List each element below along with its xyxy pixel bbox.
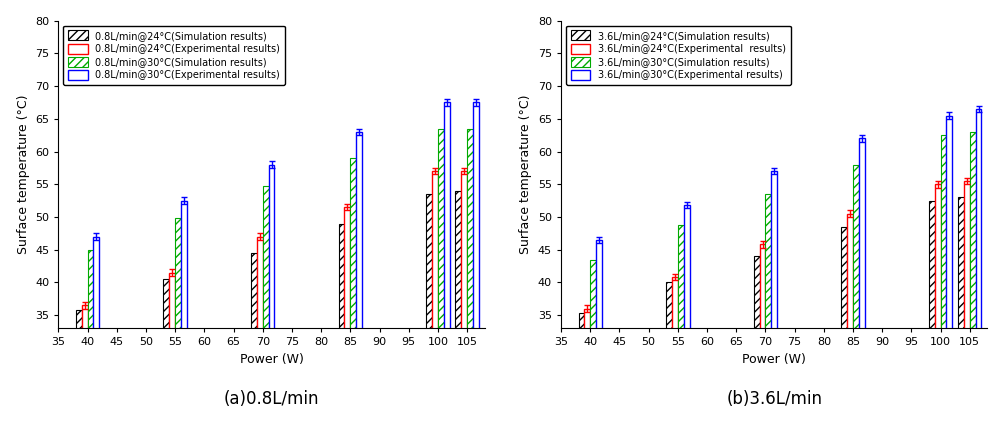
Bar — [853, 165, 858, 429]
Bar — [753, 256, 759, 429]
Y-axis label: Surface temperature (°C): Surface temperature (°C) — [519, 95, 532, 254]
Bar — [683, 205, 689, 429]
Bar — [466, 129, 472, 429]
Bar — [76, 310, 81, 429]
Bar — [431, 171, 437, 429]
Bar — [81, 305, 87, 429]
Bar — [596, 240, 602, 429]
Bar — [269, 165, 274, 429]
Bar — [170, 273, 175, 429]
Bar — [928, 201, 934, 429]
Bar — [590, 260, 596, 429]
Bar — [338, 224, 344, 429]
Bar — [350, 158, 356, 429]
Bar — [344, 207, 350, 429]
Legend: 0.8L/min@24°C(Simulation results), 0.8L/min@24°C(Experimental results), 0.8L/min: 0.8L/min@24°C(Simulation results), 0.8L/… — [63, 26, 285, 85]
Bar — [934, 184, 940, 429]
Bar — [460, 171, 466, 429]
Bar — [671, 277, 677, 429]
Bar — [841, 227, 847, 429]
Legend: 3.6L/min@24°C(Simulation results), 3.6L/min@24°C(Experimental  results), 3.6L/mi: 3.6L/min@24°C(Simulation results), 3.6L/… — [566, 26, 790, 85]
Bar — [940, 135, 946, 429]
Bar — [764, 194, 770, 429]
Bar — [677, 225, 683, 429]
Bar — [578, 313, 584, 429]
Bar — [257, 237, 263, 429]
Bar — [251, 253, 257, 429]
Bar — [175, 218, 181, 429]
Bar — [847, 214, 853, 429]
Text: (a)0.8L/min: (a)0.8L/min — [224, 390, 319, 408]
Y-axis label: Surface temperature (°C): Surface temperature (°C) — [17, 95, 30, 254]
Bar — [93, 237, 99, 429]
Text: (b)3.6L/min: (b)3.6L/min — [725, 390, 821, 408]
Bar — [356, 132, 362, 429]
Bar — [963, 181, 969, 429]
Bar — [946, 115, 952, 429]
Bar — [437, 129, 443, 429]
Bar — [759, 245, 764, 429]
Bar — [957, 197, 963, 429]
Bar — [584, 308, 590, 429]
X-axis label: Power (W): Power (W) — [240, 353, 303, 366]
Bar — [163, 279, 170, 429]
Bar — [426, 194, 431, 429]
Bar — [455, 191, 460, 429]
Bar — [87, 250, 93, 429]
Bar — [443, 103, 449, 429]
Bar — [263, 186, 269, 429]
Bar — [858, 139, 864, 429]
Bar — [969, 132, 975, 429]
Bar — [181, 201, 187, 429]
Bar — [472, 103, 478, 429]
X-axis label: Power (W): Power (W) — [741, 353, 805, 366]
Bar — [770, 171, 776, 429]
Bar — [666, 282, 671, 429]
Bar — [975, 109, 981, 429]
